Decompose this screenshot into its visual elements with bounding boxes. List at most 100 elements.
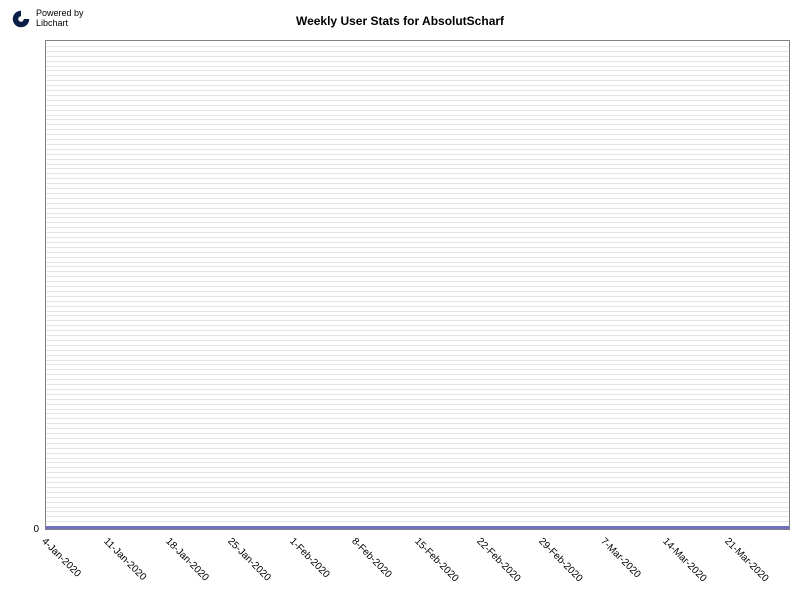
gridline [46,144,789,145]
gridline [46,482,789,483]
gridline [46,124,789,125]
series-line [46,526,789,529]
gridline [46,168,789,169]
x-tick-label: 25-Jan-2020 [225,536,272,583]
gridline [46,198,789,199]
gridline [46,404,789,405]
gridline [46,384,789,385]
gridline [46,217,789,218]
gridline [46,281,789,282]
gridline [46,56,789,57]
gridline [46,203,789,204]
x-tick-label: 29-Feb-2020 [536,536,584,584]
gridline [46,389,789,390]
gridline [46,286,789,287]
x-tick-label: 4-Jan-2020 [39,536,83,580]
gridline [46,95,789,96]
gridline [46,487,789,488]
gridline [46,183,789,184]
gridline [46,51,789,52]
gridline [46,149,789,150]
gridline [46,340,789,341]
gridline [46,178,789,179]
gridline [46,521,789,522]
gridline [46,428,789,429]
x-tick-label: 21-Mar-2020 [722,536,770,584]
gridline [46,193,789,194]
gridline [46,70,789,71]
gridline [46,266,789,267]
gridline [46,80,789,81]
gridline [46,242,789,243]
x-tick-label: 18-Jan-2020 [163,536,210,583]
gridline [46,247,789,248]
gridline [46,139,789,140]
gridline [46,462,789,463]
gridline [46,453,789,454]
gridline [46,110,789,111]
plot-area [45,40,790,530]
gridline [46,472,789,473]
gridline [46,159,789,160]
gridline [46,507,789,508]
gridline [46,497,789,498]
gridline [46,262,789,263]
gridline [46,438,789,439]
gridline [46,511,789,512]
gridline [46,369,789,370]
gridline [46,188,789,189]
gridline [46,105,789,106]
gridline [46,325,789,326]
gridline [46,100,789,101]
gridline [46,502,789,503]
gridline [46,227,789,228]
gridline [46,306,789,307]
gridline [46,335,789,336]
gridline [46,379,789,380]
x-tick-label: 11-Jan-2020 [101,536,148,583]
gridline [46,232,789,233]
gridline [46,90,789,91]
gridline [46,85,789,86]
gridline [46,443,789,444]
gridline [46,364,789,365]
gridline [46,61,789,62]
gridline [46,423,789,424]
x-tick-label: 14-Mar-2020 [660,536,708,584]
gridline [46,458,789,459]
gridlines [46,41,789,529]
gridline [46,467,789,468]
gridline [46,399,789,400]
gridline [46,164,789,165]
gridline [46,119,789,120]
x-tick-label: 8-Feb-2020 [350,536,394,580]
chart-title: Weekly User Stats for AbsolutScharf [0,14,800,28]
gridline [46,360,789,361]
gridline [46,213,789,214]
gridline [46,350,789,351]
gridline [46,345,789,346]
gridline [46,75,789,76]
gridline [46,330,789,331]
gridline [46,222,789,223]
gridline [46,374,789,375]
x-tick-label: 22-Feb-2020 [474,536,522,584]
x-tick-label: 1-Feb-2020 [288,536,332,580]
gridline [46,66,789,67]
gridline [46,46,789,47]
gridline [46,477,789,478]
gridline [46,448,789,449]
gridline [46,315,789,316]
gridline [46,173,789,174]
gridline [46,208,789,209]
gridline [46,115,789,116]
gridline [46,492,789,493]
gridline [46,409,789,410]
gridline [46,252,789,253]
gridline [46,257,789,258]
gridline [46,301,789,302]
x-tick-label: 7-Mar-2020 [598,536,642,580]
gridline [46,296,789,297]
y-tick-label: 0 [17,524,39,535]
gridline [46,394,789,395]
